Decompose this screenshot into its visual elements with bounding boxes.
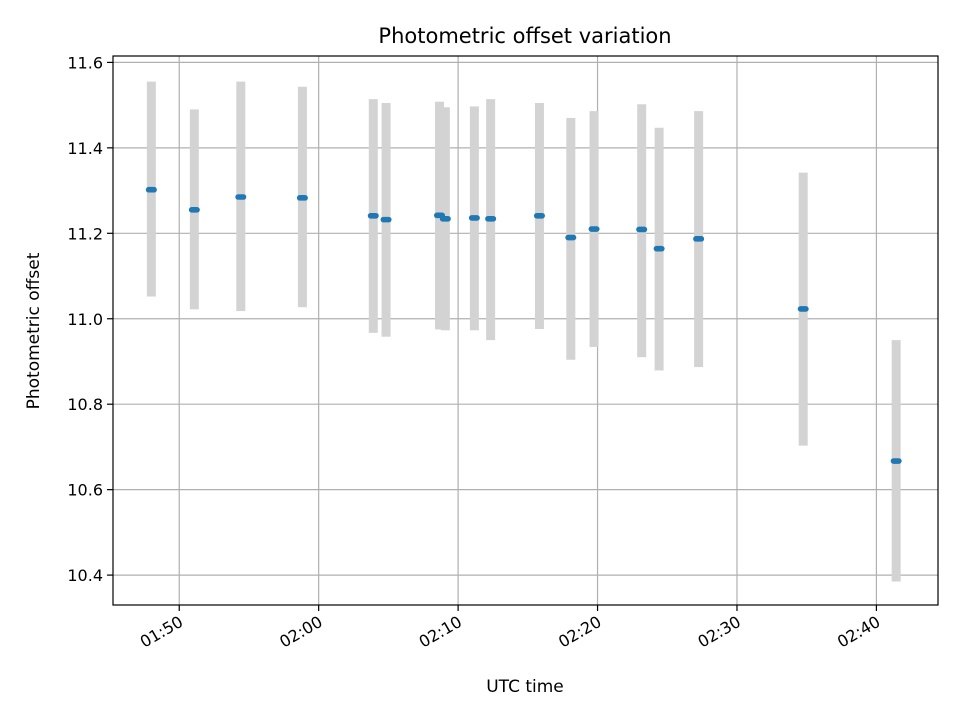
y-tick-label: 10.6 — [67, 481, 103, 500]
y-tick-label: 10.8 — [67, 395, 103, 414]
data-point — [439, 215, 451, 222]
x-axis-label: UTC time — [486, 677, 564, 697]
data-point — [367, 212, 379, 219]
plot-frame — [112, 55, 939, 606]
data-point — [588, 226, 600, 232]
data-point — [468, 215, 480, 221]
data-point — [890, 458, 902, 464]
data-point — [693, 236, 705, 242]
data-point — [380, 216, 392, 223]
data-point — [485, 215, 497, 222]
y-axis-ticks: 10.4 10.6 10.8 11.0 11.2 11.4 11.6 — [67, 53, 113, 585]
data-points — [145, 186, 902, 464]
data-point — [533, 212, 545, 219]
data-point — [145, 186, 157, 193]
data-point — [653, 245, 665, 252]
data-point — [797, 306, 809, 312]
data-point — [296, 195, 308, 201]
data-point — [188, 207, 200, 213]
y-tick-label: 11.4 — [67, 139, 103, 158]
y-axis-label: Photometric offset — [24, 252, 44, 409]
data-point — [565, 234, 577, 241]
chart-title: Photometric offset variation — [378, 24, 671, 48]
y-tick-label: 11.2 — [67, 224, 103, 243]
data-point — [235, 194, 247, 200]
y-tick-label: 11.0 — [67, 310, 103, 329]
data-point — [636, 226, 648, 233]
y-tick-label: 11.6 — [67, 53, 103, 72]
y-tick-label: 10.4 — [67, 566, 103, 585]
